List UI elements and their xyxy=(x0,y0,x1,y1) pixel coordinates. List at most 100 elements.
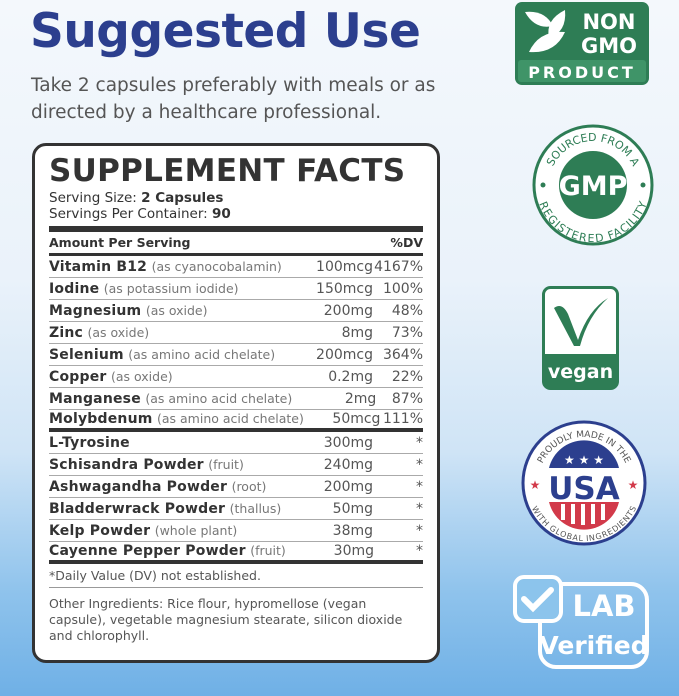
nutrient-name: Selenium (as amino acid chelate) xyxy=(49,347,283,363)
amount-header: Amount Per Serving xyxy=(49,235,191,250)
daily-value: 4167% xyxy=(374,258,423,275)
nutrient-row: Manganese (as amino acid chelate) 2mg 87% xyxy=(49,388,423,410)
daily-value: 87% xyxy=(391,390,423,407)
vegan-badge: vegan xyxy=(542,286,619,390)
name: Selenium xyxy=(49,346,124,363)
nutrient-name: L-Tyrosine xyxy=(49,435,283,451)
amount: 38mg xyxy=(332,522,373,539)
name: Vitamin B12 xyxy=(49,258,148,275)
nutrient-name: Magnesium (as oxide) xyxy=(49,303,283,319)
non-text: NON xyxy=(582,10,635,34)
nutrient-row: Molybdenum (as amino acid chelate) 50mcg 1… xyxy=(49,410,423,432)
amount: 200mg xyxy=(323,302,373,319)
nutrient-name: Kelp Powder (whole plant) xyxy=(49,523,283,539)
daily-value: * xyxy=(416,543,423,559)
daily-value: 48% xyxy=(391,302,423,319)
amount: 2mg xyxy=(344,390,377,407)
nutrient-row: Magnesium (as oxide) 200mg 48% xyxy=(49,300,423,322)
daily-value: 100% xyxy=(382,280,423,297)
nutrient-row: Iodine (as potassium iodide) 150mcg 100% xyxy=(49,278,423,300)
amount: 50mg xyxy=(332,500,373,517)
amount: 300mg xyxy=(323,434,373,451)
name: Bladderwrack Powder xyxy=(49,500,226,517)
gmp-badge: SOURCED FROM A REGISTERED FACILITY GMP xyxy=(532,124,654,246)
source: (thallus) xyxy=(229,500,282,516)
ingredient-rows: L-Tyrosine 300mg * Schisandra Powder (frui… xyxy=(49,432,423,564)
nutrient-name: Molybdenum (as amino acid chelate) xyxy=(49,411,304,427)
nutrient-name: Zinc (as oxide) xyxy=(49,325,283,341)
amount: 240mg xyxy=(323,456,373,473)
name: Molybdenum xyxy=(49,411,153,427)
verified-text: Verified xyxy=(539,631,648,660)
nutrient-name: Vitamin B12 (as cyanocobalamin) xyxy=(49,259,283,275)
other-ingredients: Other Ingredients: Rice flour, hypromell… xyxy=(49,596,403,643)
nutrient-row: L-Tyrosine 300mg * xyxy=(49,432,423,454)
daily-value: * xyxy=(416,478,423,495)
source: (as amino acid chelate) xyxy=(157,411,304,426)
source: (fruit) xyxy=(250,543,286,558)
daily-value: * xyxy=(416,456,423,473)
dv-note: *Daily Value (DV) not established. xyxy=(49,564,423,588)
nutrient-name: Cayenne Pepper Powder (fruit) xyxy=(49,543,286,559)
supplement-facts-panel: SUPPLEMENT FACTS Serving Size: 2 Capsule… xyxy=(32,143,440,663)
source: (fruit) xyxy=(208,456,244,472)
amount: 150mcg xyxy=(316,280,373,297)
servings-value: 90 xyxy=(212,206,231,222)
amount: 100mcg xyxy=(316,258,373,275)
usa-text: USA xyxy=(548,471,620,507)
lab-text: LAB xyxy=(572,589,635,623)
nutrient-name: Schisandra Powder (fruit) xyxy=(49,457,283,473)
nutrient-name: Bladderwrack Powder (thallus) xyxy=(49,501,283,517)
vegan-text: vegan xyxy=(548,361,613,383)
daily-value: * xyxy=(416,500,423,517)
suggested-use-text: Take 2 capsules preferably with meals or… xyxy=(31,75,436,123)
nutrient-name: Copper (as oxide) xyxy=(49,369,283,385)
nutrient-row: Kelp Powder (whole plant) 38mg * xyxy=(49,520,423,542)
name: L-Tyrosine xyxy=(49,434,130,451)
daily-value: * xyxy=(416,522,423,539)
source: (as amino acid chelate) xyxy=(128,346,276,362)
non-gmo-badge: NON GMO PRODUCT xyxy=(515,2,649,85)
nutrient-name: Iodine (as potassium iodide) xyxy=(49,281,283,297)
dv-header: %DV xyxy=(390,235,423,250)
facts-header: Amount Per Serving %DV xyxy=(49,234,423,256)
nutrient-row: Bladderwrack Powder (thallus) 50mg * xyxy=(49,498,423,520)
source: (as oxide) xyxy=(87,324,150,340)
nutrient-name: Manganese (as amino acid chelate) xyxy=(49,391,292,407)
nutrient-row: Cayenne Pepper Powder (fruit) 30mg * xyxy=(49,542,423,564)
daily-value: 111% xyxy=(382,411,423,427)
amount: 30mg xyxy=(333,543,374,559)
name: Schisandra Powder xyxy=(49,456,204,473)
source: (as oxide) xyxy=(145,302,208,318)
source: (as cyanocobalamin) xyxy=(151,258,282,274)
daily-value: 22% xyxy=(391,368,423,385)
name: Magnesium xyxy=(49,302,142,319)
nutrient-row: Selenium (as amino acid chelate) 200mcg 36… xyxy=(49,344,423,366)
gmo-text: GMO xyxy=(581,34,637,58)
source: (as amino acid chelate) xyxy=(145,390,293,406)
checkmark-icon xyxy=(521,587,554,613)
daily-value: 73% xyxy=(391,324,423,341)
page-title: Suggested Use xyxy=(30,4,421,59)
star-icon: ★ xyxy=(628,478,639,492)
servings-per-container: Servings Per Container: 90 xyxy=(49,206,423,222)
lab-verified-badge: LAB Verified xyxy=(513,575,649,669)
amount: 8mg xyxy=(341,324,373,341)
nutrient-name: Ashwagandha Powder (root) xyxy=(49,479,283,495)
nutrient-row: Ashwagandha Powder (root) 200mg * xyxy=(49,476,423,498)
amount: 0.2mg xyxy=(328,368,373,385)
nutrient-row: Vitamin B12 (as cyanocobalamin) 100mcg 416… xyxy=(49,256,423,278)
vitamin-rows: Vitamin B12 (as cyanocobalamin) 100mcg 416… xyxy=(49,256,423,432)
product-text: PRODUCT xyxy=(528,63,636,82)
serving-size-value: 2 Capsules xyxy=(141,190,224,206)
servings-label: Servings Per Container: xyxy=(49,206,208,222)
made-in-usa-badge: ★ ★ ★ ★ ★ PROUDLY MADE IN THE WITH GLOBA… xyxy=(521,420,647,546)
amount: 200mcg xyxy=(316,346,373,363)
name: Zinc xyxy=(49,324,84,341)
name: Cayenne Pepper Powder xyxy=(49,543,246,559)
nutrient-row: Schisandra Powder (fruit) 240mg * xyxy=(49,454,423,476)
name: Manganese xyxy=(49,390,141,407)
name: Iodine xyxy=(49,280,100,297)
leaf-icon xyxy=(525,10,566,53)
daily-value: 364% xyxy=(382,346,423,363)
